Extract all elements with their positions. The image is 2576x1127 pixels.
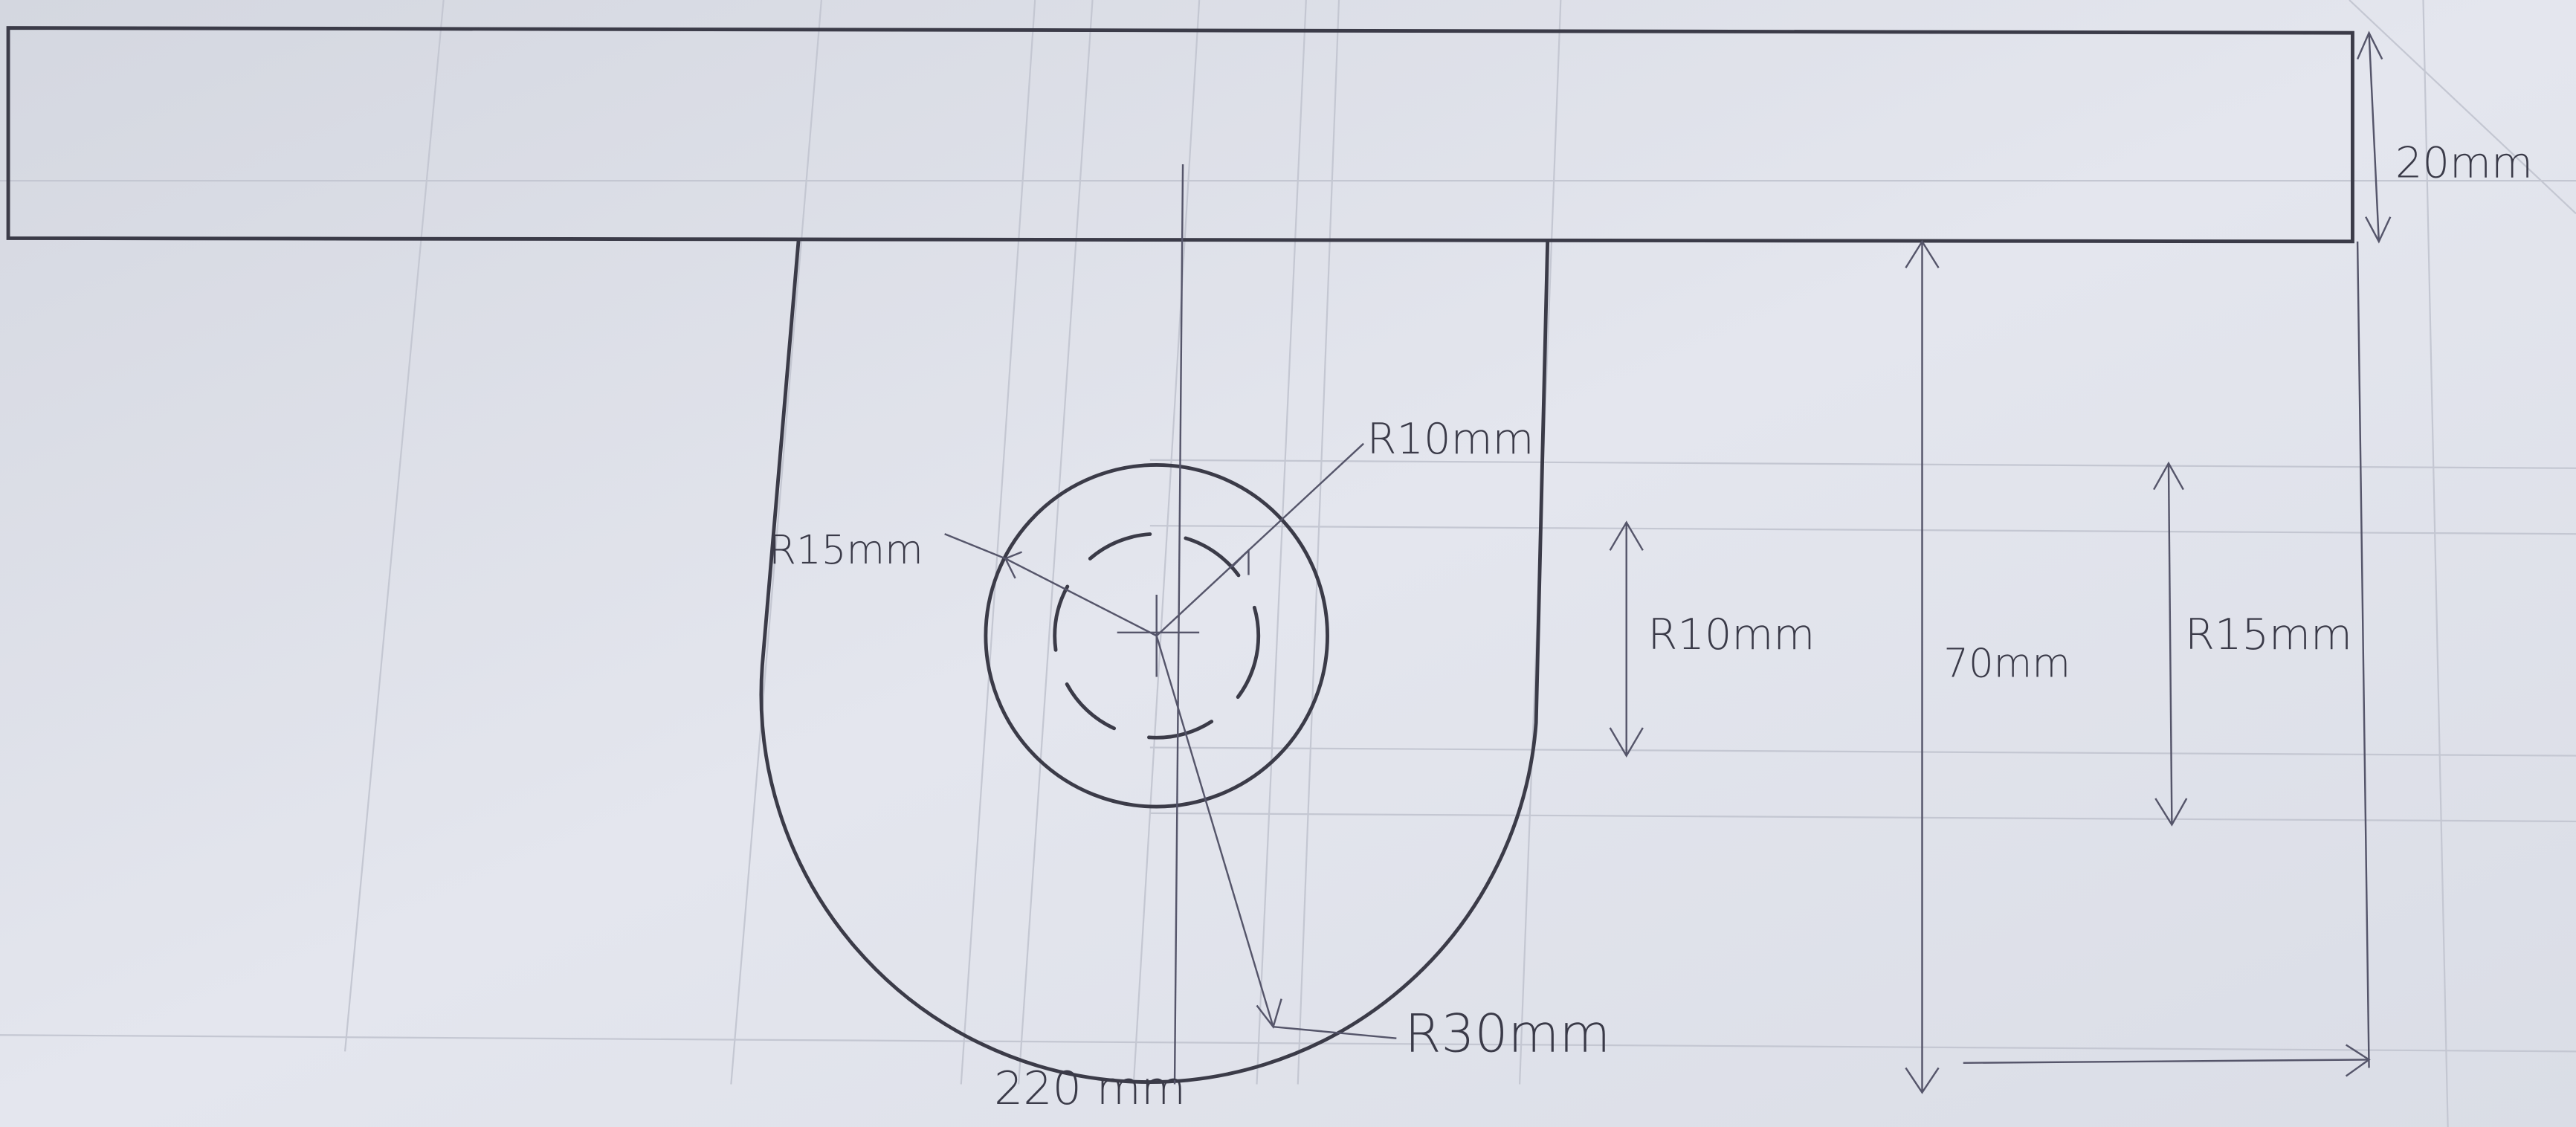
boss-dim-label: R15mm xyxy=(2185,610,2352,659)
outline xyxy=(6,26,2354,1085)
inner-dim-label: R10mm xyxy=(1647,610,1815,659)
top-height-label: 20mm xyxy=(2395,138,2533,188)
inner-radius-label: R10mm xyxy=(1367,414,1534,464)
height-label: 70mm xyxy=(1943,640,2070,686)
width-label: 220 mm xyxy=(994,1062,1186,1115)
outer-radius-label: R30mm xyxy=(1404,1002,1610,1064)
boss-radius-label: R15mm xyxy=(769,527,923,573)
leaders xyxy=(944,30,2392,1094)
